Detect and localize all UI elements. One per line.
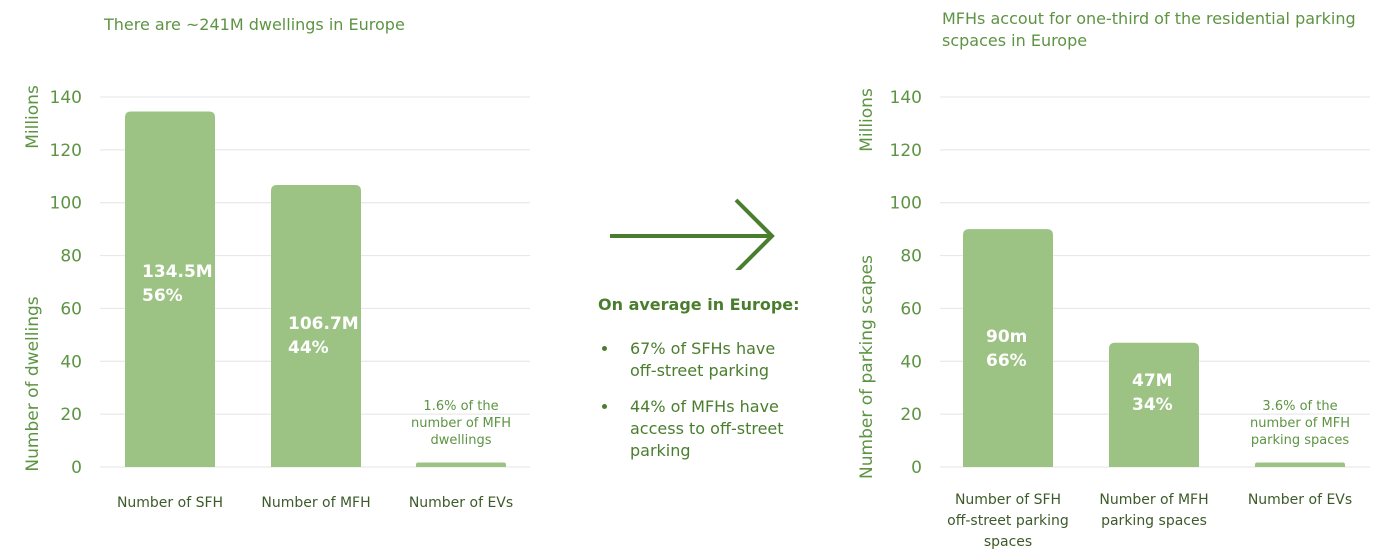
bar	[1109, 342, 1199, 467]
y-tick-label: 20	[900, 405, 922, 425]
y-tick-label: 80	[60, 247, 82, 267]
y-tick-label: 40	[60, 352, 82, 372]
summary-bullet-line: off-street parking	[630, 361, 770, 380]
x-category-label: Number of EVs	[409, 495, 513, 511]
y-axis-label: Number of dwellings	[23, 296, 43, 471]
bar-annotation: number of MFH	[1250, 416, 1350, 431]
y-axis-unit-label: Millions	[23, 85, 43, 149]
summary-bullet: 44% of MFHs have access to off-street park…	[600, 396, 820, 462]
bar-annotation: number of MFH	[411, 416, 511, 431]
x-category-label: Number of MFH	[1099, 492, 1208, 508]
y-tick-label: 20	[60, 405, 82, 425]
bar-value-label: 44%	[288, 338, 329, 358]
x-category-label: off-street parking	[947, 513, 1069, 529]
bar-value-label: 34%	[1132, 395, 1173, 415]
y-tick-label: 40	[900, 352, 922, 372]
right-bar-chart: MFHs accout for one-third of the residen…	[857, 9, 1370, 550]
bar-value-label: 47M	[1132, 371, 1173, 391]
x-category-label: Number of SFH	[955, 492, 1061, 508]
x-category-label: parking spaces	[1101, 513, 1207, 529]
bar	[271, 185, 361, 467]
bar-annotation: dwellings	[431, 433, 492, 448]
y-tick-label: 0	[71, 458, 82, 478]
bar	[963, 229, 1053, 467]
bar-value-label: 66%	[986, 351, 1027, 371]
x-category-label: Number of MFH	[261, 495, 370, 511]
y-tick-label: 120	[890, 141, 922, 161]
bar	[125, 111, 215, 468]
summary-list: 67% of SFHs have off-street parking 44% of…	[600, 338, 820, 476]
summary-bullet-line: 44% of MFHs have	[630, 397, 779, 416]
y-tick-label: 0	[911, 458, 922, 478]
y-axis-label: Number of parking scapes	[857, 255, 877, 479]
chart-title: There are ~241M dwellings in Europe	[103, 15, 405, 34]
summary-bullet-line: access to off-street	[630, 419, 784, 438]
y-tick-label: 140	[50, 88, 82, 108]
summary-heading: On average in Europe:	[598, 295, 800, 314]
x-category-label: Number of SFH	[117, 495, 223, 511]
y-axis-unit-label: Millions	[857, 88, 877, 152]
right-arrow-icon	[610, 198, 775, 270]
y-tick-label: 100	[890, 194, 922, 214]
x-category-label: spaces	[984, 534, 1032, 550]
bar-annotation: 3.6% of the	[1262, 399, 1337, 414]
bullet-dot-icon	[602, 404, 607, 409]
bar-annotation: parking spaces	[1251, 433, 1349, 448]
bar-value-label: 90m	[986, 327, 1027, 347]
bullet-dot-icon	[602, 346, 607, 351]
bar-value-label: 134.5M	[142, 262, 213, 282]
summary-bullet: 67% of SFHs have off-street parking	[600, 338, 820, 382]
bar	[1255, 462, 1345, 467]
y-tick-label: 60	[900, 299, 922, 319]
chart-title: scpaces in Europe	[942, 31, 1087, 50]
x-category-label: Number of EVs	[1248, 492, 1352, 508]
left-bar-chart: There are ~241M dwellings in Europe 0 20 40…	[23, 15, 530, 511]
y-tick-label: 140	[890, 88, 922, 108]
chart-title: MFHs accout for one-third of the residen…	[942, 9, 1356, 28]
bar-value-label: 56%	[142, 286, 183, 306]
y-tick-label: 100	[50, 194, 82, 214]
y-tick-label: 80	[900, 247, 922, 267]
summary-bullet-line: parking	[630, 441, 691, 460]
bar	[416, 462, 506, 467]
summary-bullet-line: 67% of SFHs have	[630, 339, 776, 358]
y-tick-label: 120	[50, 141, 82, 161]
bar-value-label: 106.7M	[288, 314, 359, 334]
y-tick-label: 60	[60, 299, 82, 319]
bar-annotation: 1.6% of the	[423, 399, 498, 414]
